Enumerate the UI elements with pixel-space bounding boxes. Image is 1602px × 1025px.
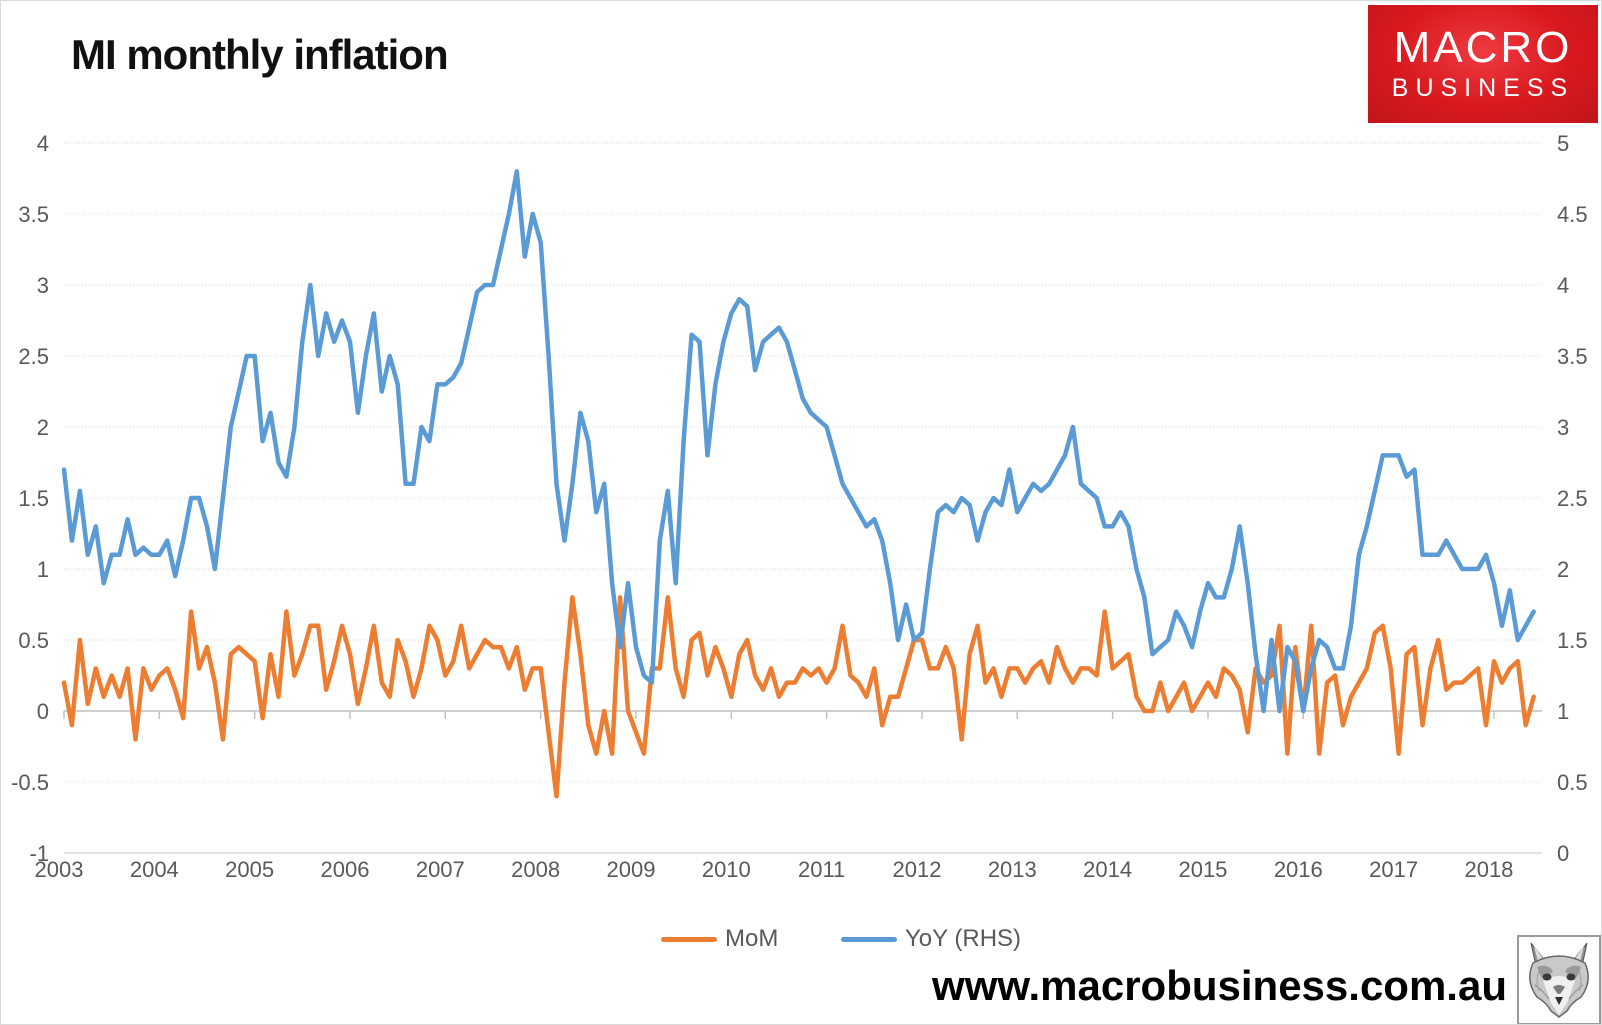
legend-item-mom: MoM xyxy=(661,923,778,955)
x-axis-year-label: 2003 xyxy=(35,857,84,882)
mom-line-swatch-icon xyxy=(661,936,717,942)
x-axis-year-label: 2016 xyxy=(1274,857,1323,882)
x-axis-year-label: 2006 xyxy=(321,857,370,882)
x-axis-year-label: 2008 xyxy=(511,857,560,882)
fox-logo xyxy=(1517,935,1601,1024)
website-url: www.macrobusiness.com.au xyxy=(932,962,1507,1009)
x-axis-year-label: 2014 xyxy=(1083,857,1132,882)
left-axis-tick-label: 0.5 xyxy=(18,628,49,653)
right-axis-tick-label: 1 xyxy=(1557,699,1569,724)
x-axis-year-label: 2018 xyxy=(1464,857,1513,882)
left-axis-tick-label: 1.5 xyxy=(18,486,49,511)
left-axis-tick-label: -0.5 xyxy=(11,770,49,795)
x-axis-year-label: 2007 xyxy=(416,857,465,882)
fox-sketch-icon xyxy=(1529,942,1589,1018)
x-axis-year-label: 2009 xyxy=(607,857,656,882)
right-axis-tick-label: 4 xyxy=(1557,273,1569,298)
left-axis-tick-label: 3 xyxy=(37,273,49,298)
x-axis-year-label: 2013 xyxy=(988,857,1037,882)
left-axis-tick-label: 1 xyxy=(37,557,49,582)
left-axis-tick-label: 2 xyxy=(37,415,49,440)
right-axis-tick-label: 3 xyxy=(1557,415,1569,440)
page-title: MI monthly inflation xyxy=(71,31,449,78)
yoy-line-swatch-icon xyxy=(841,936,897,942)
right-axis-tick-label: 2.5 xyxy=(1557,486,1588,511)
chart-legend: MoM YoY (RHS) xyxy=(1,923,1601,955)
legend-label-yoy: YoY (RHS) xyxy=(905,925,1022,952)
left-axis-tick-label: 3.5 xyxy=(18,202,49,227)
x-axis-year-label: 2005 xyxy=(225,857,274,882)
series-line-yoy-rhs- xyxy=(61,169,1536,714)
right-axis-tick-label: 5 xyxy=(1557,131,1569,156)
x-axis-year-label: 2017 xyxy=(1369,857,1418,882)
x-axis-year-label: 2010 xyxy=(702,857,751,882)
x-axis-year-label: 2004 xyxy=(130,857,179,882)
right-axis-tick-label: 0.5 xyxy=(1557,770,1588,795)
macrobusiness-logo: MACRO BUSINESS xyxy=(1368,5,1598,123)
left-axis-tick-label: 0 xyxy=(37,699,49,724)
right-axis-tick-label: 2 xyxy=(1557,557,1569,582)
legend-label-mom: MoM xyxy=(725,925,779,952)
left-axis-tick-label: 2.5 xyxy=(18,344,49,369)
logo-line2: BUSINESS xyxy=(1391,73,1575,102)
left-axis-tick-label: -1 xyxy=(29,841,49,866)
left-axis-tick-label: 4 xyxy=(37,131,49,156)
right-axis-tick-label: 3.5 xyxy=(1557,344,1588,369)
right-axis-tick-label: 0 xyxy=(1557,841,1569,866)
right-axis-tick-label: 1.5 xyxy=(1557,628,1588,653)
series-line-mom xyxy=(61,595,1536,799)
legend-item-yoy: YoY (RHS) xyxy=(841,923,1021,955)
x-axis-year-label: 2012 xyxy=(892,857,941,882)
x-axis-year-label: 2015 xyxy=(1178,857,1227,882)
right-axis-tick-label: 4.5 xyxy=(1557,202,1588,227)
logo-line1: MACRO xyxy=(1393,22,1573,72)
x-axis-year-label: 2011 xyxy=(798,857,845,882)
